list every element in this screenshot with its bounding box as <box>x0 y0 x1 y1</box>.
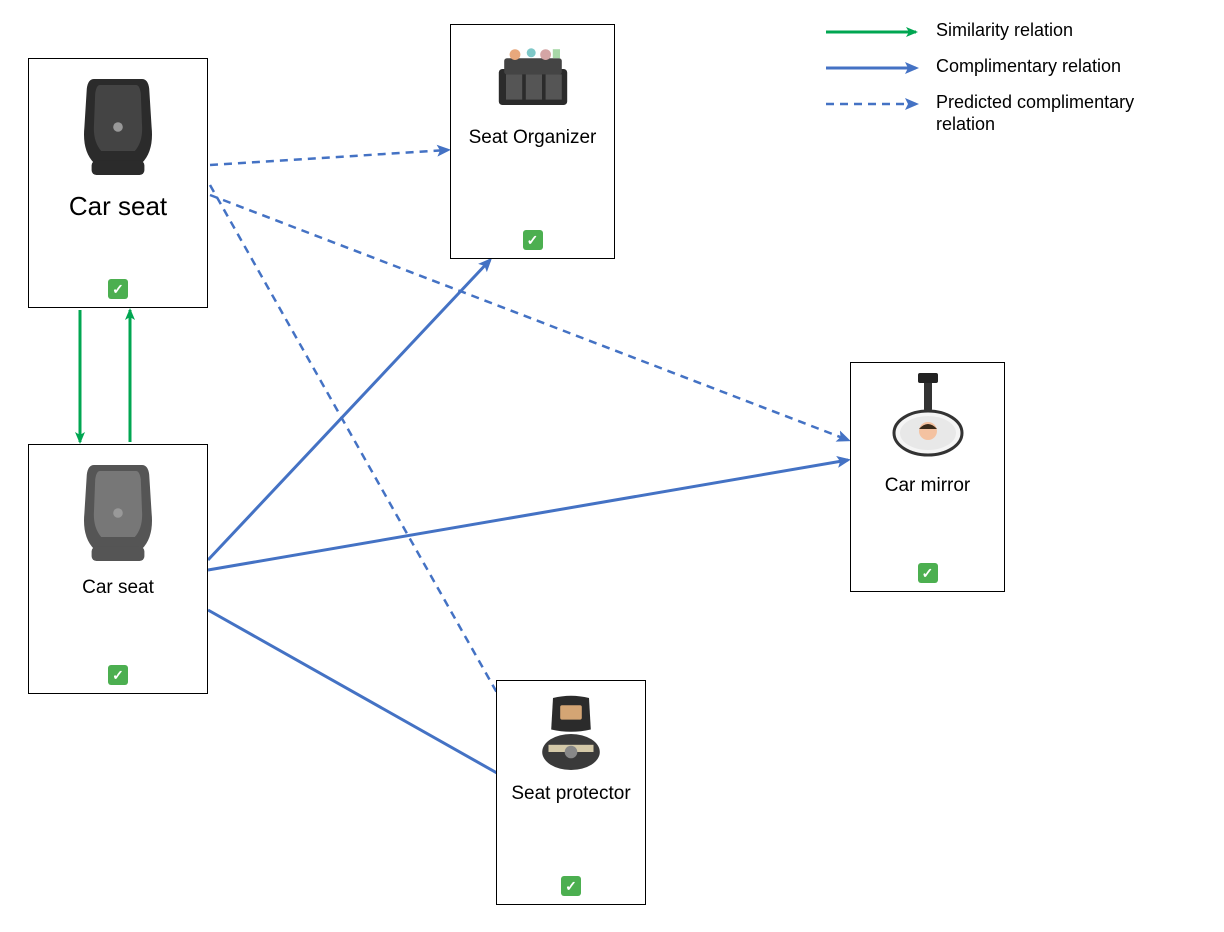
checkmark-icon: ✓ <box>108 665 128 685</box>
checkmark-icon: ✓ <box>918 563 938 583</box>
edge-complimentary-4 <box>208 610 520 786</box>
seat-protector-label: Seat protector <box>511 783 630 806</box>
car-mirror-icon <box>888 371 968 471</box>
node-car-seat-2: Car seat ✓ <box>28 444 208 694</box>
checkmark-icon: ✓ <box>108 279 128 299</box>
node-car-mirror: Car mirror ✓ <box>850 362 1005 592</box>
seat-protector-icon <box>526 689 616 779</box>
node-seat-protector: Seat protector ✓ <box>496 680 646 905</box>
car-seat-1-icon <box>58 67 178 187</box>
car-seat-2-label: Car seat <box>82 577 154 600</box>
legend: Similarity relation Complimentary relatio… <box>824 20 1184 147</box>
legend-label-similarity: Similarity relation <box>936 20 1073 42</box>
seat-organizer-icon <box>488 33 578 123</box>
edge-predicted-5 <box>210 150 448 165</box>
legend-line-predicted <box>824 92 924 116</box>
legend-label-predicted: Predicted complimentary relation <box>936 92 1184 135</box>
node-seat-organizer: Seat Organizer ✓ <box>450 24 615 259</box>
legend-line-complimentary <box>824 56 924 80</box>
car-seat-2-icon <box>58 453 178 573</box>
legend-row-predicted: Predicted complimentary relation <box>824 92 1184 135</box>
edge-complimentary-3 <box>208 460 848 570</box>
car-seat-1-label: Car seat <box>69 191 167 222</box>
edge-predicted-7 <box>210 185 535 760</box>
checkmark-icon: ✓ <box>523 230 543 250</box>
node-car-seat-1: Car seat ✓ <box>28 58 208 308</box>
edge-complimentary-2 <box>208 260 490 560</box>
car-mirror-label: Car mirror <box>885 475 971 498</box>
checkmark-icon: ✓ <box>561 876 581 896</box>
legend-label-complimentary: Complimentary relation <box>936 56 1121 78</box>
legend-row-similarity: Similarity relation <box>824 20 1184 44</box>
legend-line-similarity <box>824 20 924 44</box>
legend-row-complimentary: Complimentary relation <box>824 56 1184 80</box>
seat-organizer-label: Seat Organizer <box>469 127 597 150</box>
